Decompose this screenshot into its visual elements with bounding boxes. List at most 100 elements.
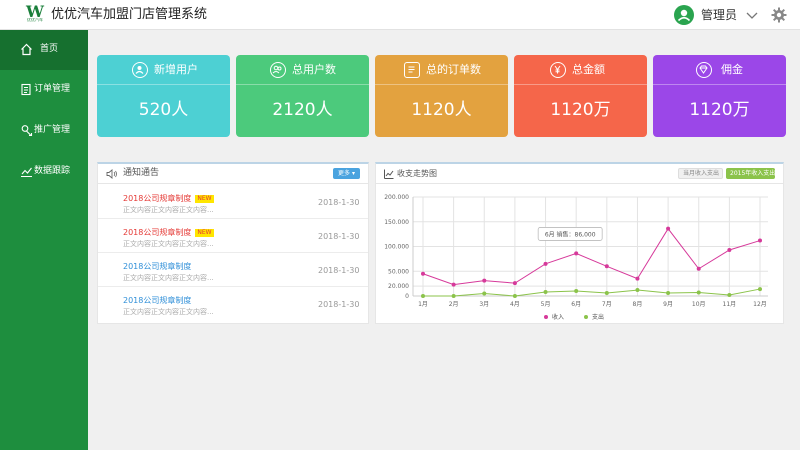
user-avatar-icon[interactable] <box>674 5 694 25</box>
x-tick-label: 5月 <box>541 301 551 308</box>
chart-header: 收支走势图 当月收入支出 2015年收入支出 <box>376 164 783 184</box>
data-point <box>451 294 456 298</box>
legend-label: 支出 <box>592 313 604 321</box>
data-point <box>635 288 640 293</box>
y-tick-label: 50.000 <box>388 268 409 275</box>
notice-row-title[interactable]: 2018公司规章制度 <box>123 296 192 305</box>
stat-card-total-users[interactable]: 总用户数 2120人 <box>236 55 369 137</box>
notice-row-date: 2018-1-30 <box>318 232 360 241</box>
data-point <box>696 266 701 271</box>
y-tick-label: 150.000 <box>384 219 409 226</box>
x-tick-label: 9月 <box>663 301 673 308</box>
yen-icon <box>550 62 566 78</box>
x-tick-label: 8月 <box>633 301 643 308</box>
data-point <box>604 264 609 269</box>
notice-row-date: 2018-1-30 <box>318 300 360 309</box>
more-button[interactable]: 更多 ▾ <box>333 168 360 179</box>
user-name[interactable]: 管理员 <box>701 8 738 22</box>
sidebar-item-data-tracking[interactable]: 数据跟踪 <box>0 152 88 192</box>
tab-year-2015[interactable]: 2015年收入支出 <box>726 168 775 179</box>
new-badge: NEW <box>195 229 214 237</box>
legend-marker <box>544 315 548 319</box>
order-icon <box>404 62 420 78</box>
notice-header: 通知通告 更多 ▾ <box>98 164 368 184</box>
income-expense-chart: 0 20.000 50.000 100.000 150.000 200.000 1月 2月 3月… <box>384 194 768 321</box>
x-tick-label: 12月 <box>753 301 767 308</box>
data-point <box>451 282 456 287</box>
app-title: 优优汽车加盟门店管理系统 <box>51 7 208 22</box>
sidebar-item-label: 订单管理 <box>34 84 71 94</box>
card-header: 总金额 <box>514 55 647 85</box>
notice-row-date: 2018-1-30 <box>318 266 360 275</box>
notice-title: 通知通告 <box>123 168 160 178</box>
sidebar-item-label: 数据跟踪 <box>34 166 71 176</box>
y-tick-label: 200.000 <box>384 194 409 201</box>
sidebar-item-home[interactable]: 首页 <box>0 30 88 70</box>
stat-card-commission[interactable]: 佣金 1120万 <box>653 55 786 137</box>
notice-row[interactable]: 2018公司规章制度 正文内容正文内容正文内容... 2018-1-30 <box>98 287 368 321</box>
data-point <box>758 287 762 292</box>
notice-row-title[interactable]: 2018公司规章制度 <box>123 262 192 271</box>
series-line-income <box>422 227 761 286</box>
data-point <box>635 276 640 281</box>
notice-row-body: 正文内容正文内容正文内容... <box>123 206 214 214</box>
card-header: 新增用户 <box>97 55 230 85</box>
notice-row-title-text[interactable]: 2018公司规章制度 <box>123 228 192 237</box>
notice-row-body: 正文内容正文内容正文内容... <box>123 274 214 282</box>
tab-current-month[interactable]: 当月收入支出 <box>678 168 723 179</box>
card-value: 1120万 <box>550 100 611 120</box>
card-header: 总用户数 <box>236 55 369 85</box>
card-title: 新增用户 <box>154 63 198 76</box>
line-chart-icon <box>384 169 394 179</box>
notice-panel: 通知通告 更多 ▾ 2018公司规章制度 NEW 正文内容正文内容正文内容... … <box>97 162 369 324</box>
notice-row[interactable]: 2018公司规章制度 NEW 正文内容正文内容正文内容... 2018-1-30 <box>98 219 368 253</box>
notice-row-date: 2018-1-30 <box>318 198 360 207</box>
y-tick-label: 20.000 <box>388 283 409 290</box>
legend-marker <box>584 315 588 319</box>
data-point <box>482 291 487 296</box>
data-point <box>604 291 609 296</box>
stat-card-total-orders[interactable]: 总的订单数 1120人 <box>375 55 508 137</box>
sidebar-item-promotion[interactable]: 推广管理 <box>0 111 88 151</box>
data-point <box>574 251 579 256</box>
x-tick-label: 1月 <box>418 301 428 308</box>
card-title: 佣金 <box>721 63 743 76</box>
x-tick-label: 10月 <box>692 301 706 308</box>
speaker-icon <box>106 169 117 179</box>
card-value: 1120万 <box>689 100 750 120</box>
sidebar-item-orders[interactable]: 订单管理 <box>0 70 88 110</box>
data-point <box>512 281 517 286</box>
x-tick-label: 11月 <box>723 301 737 308</box>
card-title: 总的订单数 <box>426 63 481 76</box>
user-icon <box>132 62 148 78</box>
card-header: 佣金 <box>653 55 786 85</box>
promotion-icon <box>21 125 33 137</box>
gear-icon[interactable] <box>771 7 787 23</box>
x-tick-label: 3月 <box>479 301 489 308</box>
home-icon <box>21 43 32 56</box>
card-value: 1120人 <box>411 100 472 120</box>
users-icon <box>270 62 286 78</box>
x-tick-label: 4月 <box>510 301 520 308</box>
chevron-down-icon[interactable] <box>745 8 759 22</box>
notice-row[interactable]: 2018公司规章制度 正文内容正文内容正文内容... 2018-1-30 <box>98 253 368 287</box>
notice-row-title-text[interactable]: 2018公司规章制度 <box>123 194 192 203</box>
data-chart-icon <box>21 167 32 178</box>
data-point <box>421 294 425 298</box>
stat-card-new-users[interactable]: 新增用户 520人 <box>97 55 230 137</box>
data-point <box>421 271 425 276</box>
card-value: 520人 <box>138 100 189 120</box>
data-point <box>512 294 517 298</box>
new-badge: NEW <box>195 195 214 203</box>
notice-row[interactable]: 2018公司规章制度 NEW 正文内容正文内容正文内容... 2018-1-30 <box>98 185 368 219</box>
logo-text: 优优汽车 <box>27 18 43 22</box>
notice-row-title[interactable]: 2018公司规章制度 NEW <box>123 227 214 238</box>
stat-card-total-amount[interactable]: 总金额 1120万 <box>514 55 647 137</box>
x-tick-label: 2月 <box>449 301 459 308</box>
sidebar-item-label: 推广管理 <box>34 125 71 135</box>
card-value: 2120人 <box>272 100 333 120</box>
x-tick-label: 6月 <box>571 301 581 308</box>
card-title: 总金额 <box>572 63 605 76</box>
notice-row-title[interactable]: 2018公司规章制度 NEW <box>123 193 214 204</box>
data-point <box>543 261 548 266</box>
